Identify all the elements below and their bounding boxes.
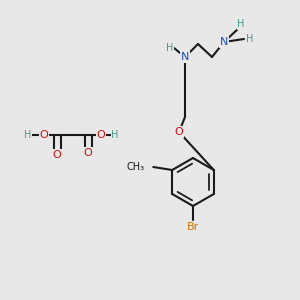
Text: H: H xyxy=(24,130,32,140)
Text: H: H xyxy=(246,34,254,44)
Text: H: H xyxy=(237,19,245,29)
Text: H: H xyxy=(111,130,119,140)
Text: O: O xyxy=(84,148,92,158)
Text: Br: Br xyxy=(187,222,199,232)
Text: O: O xyxy=(52,150,62,160)
Text: O: O xyxy=(40,130,48,140)
Text: H: H xyxy=(166,43,174,53)
Text: O: O xyxy=(175,127,183,137)
Text: N: N xyxy=(220,37,228,47)
Text: CH₃: CH₃ xyxy=(126,162,144,172)
Text: N: N xyxy=(181,52,189,62)
Text: O: O xyxy=(97,130,105,140)
